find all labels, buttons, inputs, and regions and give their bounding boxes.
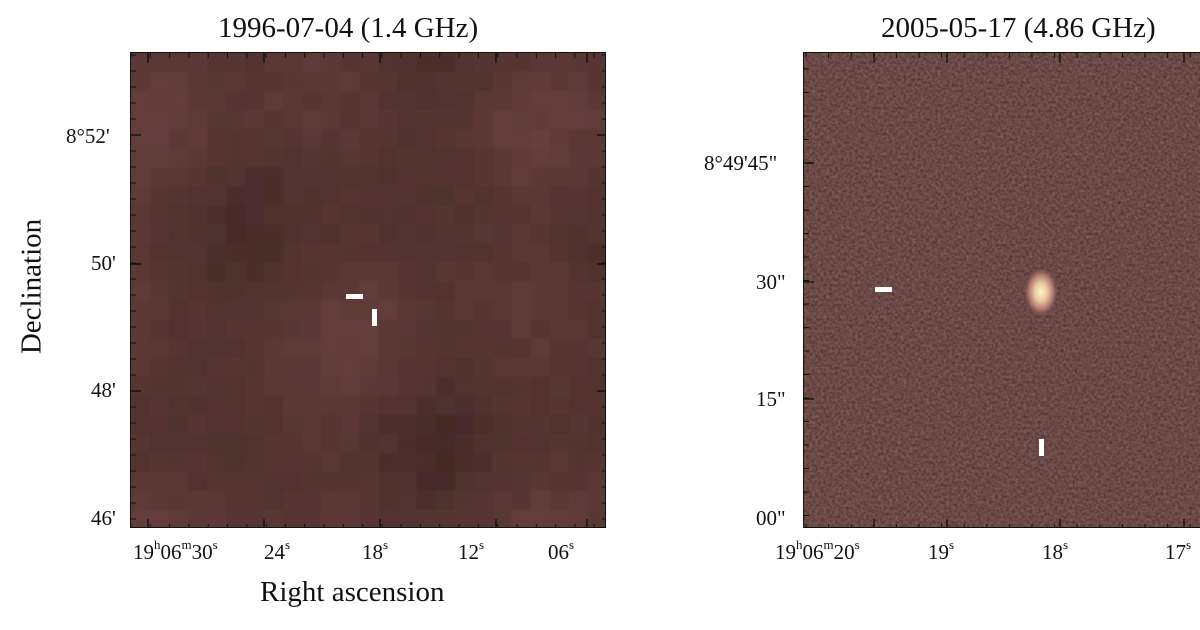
left-ytick-2: 50' [91, 251, 116, 275]
left-panel-title: 1996-07-04 (1.4 GHz) [218, 12, 479, 44]
left-ytick-4: 46' [91, 506, 116, 530]
right-marker-horizontal [875, 287, 892, 292]
left-xtick-2: 24s [264, 537, 291, 564]
right-ytick-2: 30" [756, 270, 786, 294]
right-ytick-1: 8°49'45" [704, 151, 778, 175]
right-panel-title: 2005-05-17 (4.86 GHz) [881, 12, 1156, 44]
left-ylabel: Declination [15, 218, 48, 355]
right-ytick-4: 00" [756, 506, 786, 530]
left-ytick-1: 8°52' [66, 124, 110, 148]
left-marker-horizontal [346, 294, 363, 299]
left-ytick-3: 48' [91, 378, 116, 402]
left-xtick-5: 06s [548, 537, 575, 564]
left-xtick-1: 19h06m30s [133, 537, 218, 564]
right-xtick-2: 19s [928, 537, 955, 564]
right-xtick-3: 18s [1042, 537, 1069, 564]
left-xtick-3: 18s [362, 537, 389, 564]
left-xtick-4: 12s [458, 537, 485, 564]
right-xtick-4: 17s [1165, 537, 1192, 564]
left-radio-image [130, 52, 606, 528]
left-xlabel: Right ascension [260, 576, 445, 608]
right-ytick-3: 15" [756, 387, 786, 411]
right-radio-image [803, 52, 1200, 528]
left-marker-vertical [372, 309, 377, 326]
right-xtick-1: 19h06m20s [775, 537, 860, 564]
right-marker-vertical [1039, 439, 1044, 456]
